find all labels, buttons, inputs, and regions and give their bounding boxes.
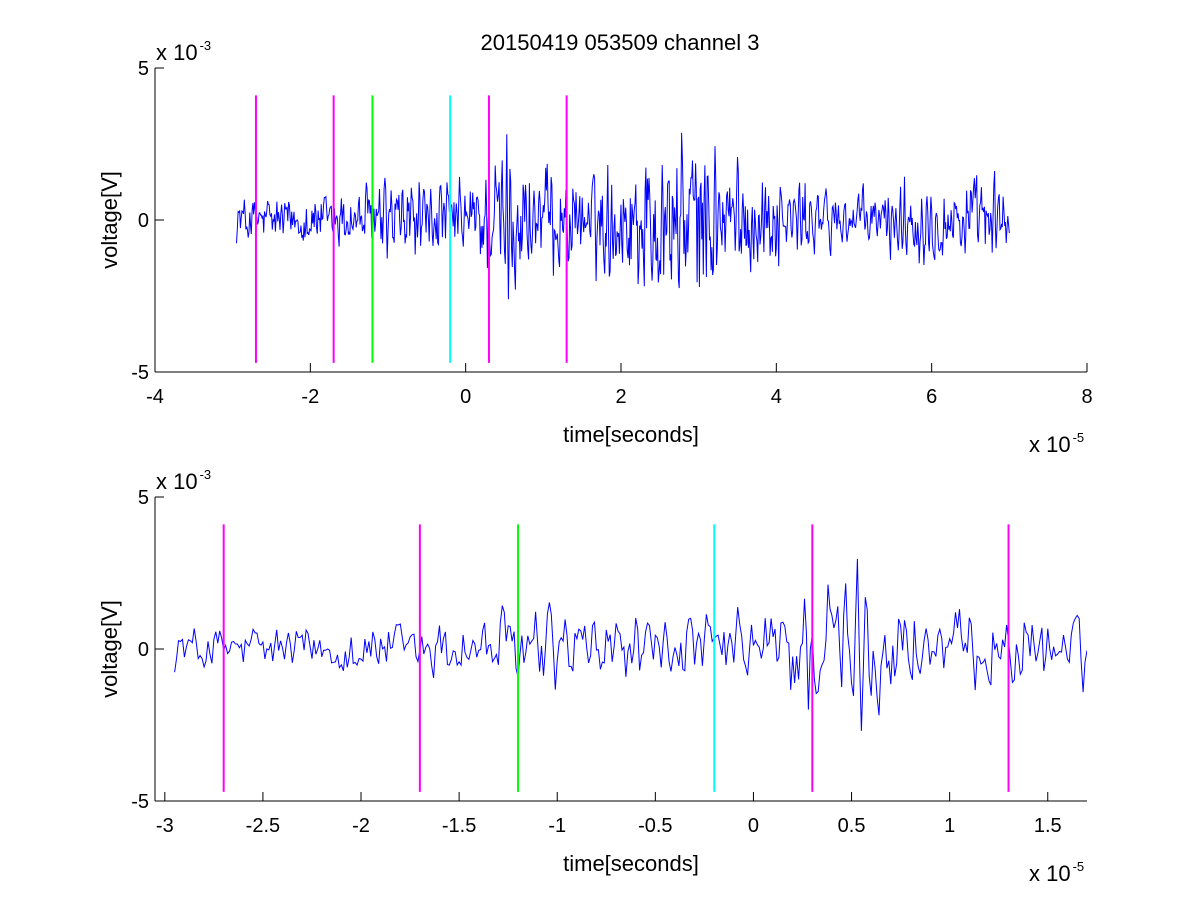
x-tick-label: -2: [301, 386, 319, 408]
signal-trace: [236, 132, 1010, 300]
x-tick-label: 6: [926, 386, 937, 408]
x-axis-label: time[seconds]: [563, 422, 699, 447]
x-tick-label: -3: [156, 815, 174, 837]
x-tick-label: 2: [615, 386, 626, 408]
x-tick-label: 0: [748, 815, 759, 837]
y-exponent-label: x 10 -3: [156, 38, 211, 65]
bottom-axes: -3 -2.5 -2 -1.5 -1 -0.5 0 0.5 1 1.5 -5 0 5 time[secon…: [97, 467, 1087, 886]
x-tick-label: -1.5: [442, 815, 476, 837]
y-exponent-base: x 10: [156, 469, 198, 494]
x-tick-label: 1.5: [1034, 815, 1062, 837]
y-tick-label: 5: [138, 487, 149, 509]
y-tick-label: 0: [138, 210, 149, 232]
x-exponent-label: x 10 -5: [1029, 859, 1084, 886]
y-tick-label: 5: [138, 58, 149, 80]
x-tick-label: -2.5: [246, 815, 280, 837]
x-exponent-power: -5: [1073, 859, 1085, 874]
y-tick-label: 0: [138, 639, 149, 661]
y-tick-label: -5: [131, 362, 149, 384]
x-exponent-base: x 10: [1029, 861, 1071, 886]
y-exponent-base: x 10: [156, 40, 198, 65]
x-tick-label: -1: [548, 815, 566, 837]
x-axis-label: time[seconds]: [563, 851, 699, 876]
x-exponent-power: -5: [1073, 430, 1085, 445]
y-exponent-label: x 10 -3: [156, 467, 211, 494]
x-tick-label: -2: [352, 815, 370, 837]
y-axis-label: voltage[V]: [97, 171, 122, 269]
signal-trace: [174, 558, 1087, 731]
y-exponent-power: -3: [200, 467, 212, 482]
top-axes: -4 -2 0 2 4 6 8 -5 0 5 time[seconds] voltage[V] x 10…: [97, 38, 1093, 457]
x-tick-label: 1: [944, 815, 955, 837]
x-tick-label: -0.5: [638, 815, 672, 837]
x-exponent-label: x 10 -5: [1029, 430, 1084, 457]
y-axis-label: voltage[V]: [97, 600, 122, 698]
x-tick-label: -4: [146, 386, 164, 408]
x-tick-label: 0: [460, 386, 471, 408]
x-tick-label: 8: [1081, 386, 1092, 408]
chart-title: 20150419 053509 channel 3: [481, 30, 760, 55]
y-tick-label: -5: [131, 791, 149, 813]
x-tick-label: 0.5: [838, 815, 866, 837]
x-exponent-base: x 10: [1029, 432, 1071, 457]
x-tick-label: 4: [771, 386, 782, 408]
y-exponent-power: -3: [200, 38, 212, 53]
